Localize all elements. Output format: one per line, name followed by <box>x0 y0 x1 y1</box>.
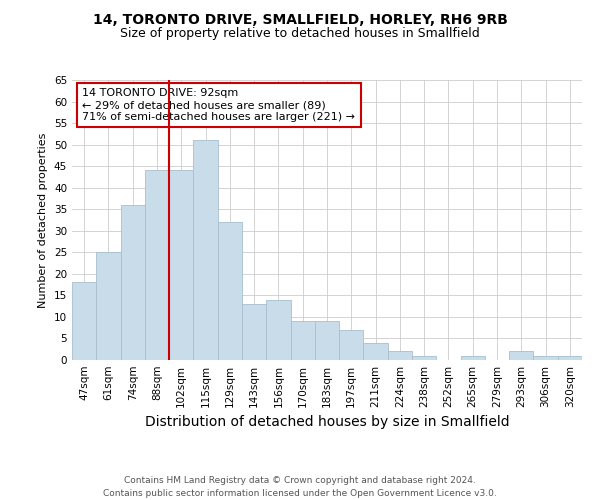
Bar <box>558 356 582 360</box>
Bar <box>315 321 339 360</box>
Bar <box>339 330 364 360</box>
X-axis label: Distribution of detached houses by size in Smallfield: Distribution of detached houses by size … <box>145 416 509 430</box>
Y-axis label: Number of detached properties: Number of detached properties <box>38 132 49 308</box>
Bar <box>364 343 388 360</box>
Bar <box>121 205 145 360</box>
Bar <box>242 304 266 360</box>
Bar <box>388 352 412 360</box>
Bar <box>509 352 533 360</box>
Bar <box>193 140 218 360</box>
Bar <box>218 222 242 360</box>
Bar <box>412 356 436 360</box>
Text: 14 TORONTO DRIVE: 92sqm
← 29% of detached houses are smaller (89)
71% of semi-de: 14 TORONTO DRIVE: 92sqm ← 29% of detache… <box>82 88 355 122</box>
Bar <box>266 300 290 360</box>
Bar <box>145 170 169 360</box>
Text: Size of property relative to detached houses in Smallfield: Size of property relative to detached ho… <box>120 28 480 40</box>
Bar <box>169 170 193 360</box>
Bar <box>96 252 121 360</box>
Bar <box>72 282 96 360</box>
Bar <box>290 321 315 360</box>
Bar <box>461 356 485 360</box>
Text: 14, TORONTO DRIVE, SMALLFIELD, HORLEY, RH6 9RB: 14, TORONTO DRIVE, SMALLFIELD, HORLEY, R… <box>92 12 508 26</box>
Text: Contains HM Land Registry data © Crown copyright and database right 2024.
Contai: Contains HM Land Registry data © Crown c… <box>103 476 497 498</box>
Bar <box>533 356 558 360</box>
